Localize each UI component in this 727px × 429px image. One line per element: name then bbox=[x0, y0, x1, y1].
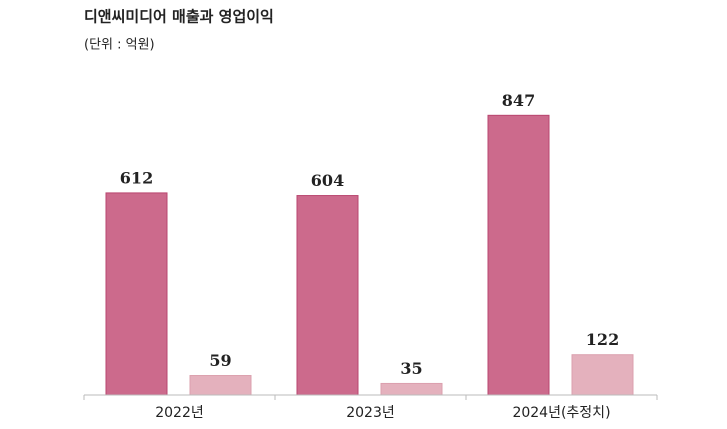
bar bbox=[296, 195, 359, 396]
bar bbox=[105, 192, 168, 396]
data-label: 847 bbox=[502, 91, 535, 110]
bar bbox=[380, 382, 443, 396]
x-tick-label: 2024년(추정치) bbox=[512, 405, 610, 421]
bar bbox=[487, 114, 550, 396]
chart-subtitle: (단위 : 억원) bbox=[84, 38, 155, 53]
x-tick-label: 2023년 bbox=[346, 405, 395, 421]
data-label: 35 bbox=[400, 359, 422, 378]
data-label: 604 bbox=[311, 171, 344, 190]
x-tick-label: 2022년 bbox=[155, 405, 204, 421]
data-label: 59 bbox=[209, 351, 231, 370]
bar bbox=[571, 354, 634, 396]
data-label: 122 bbox=[586, 330, 619, 349]
bar bbox=[189, 375, 252, 396]
data-label: 612 bbox=[120, 168, 153, 187]
chart-title: 디앤씨미디어 매출과 영업이익 bbox=[84, 8, 274, 26]
